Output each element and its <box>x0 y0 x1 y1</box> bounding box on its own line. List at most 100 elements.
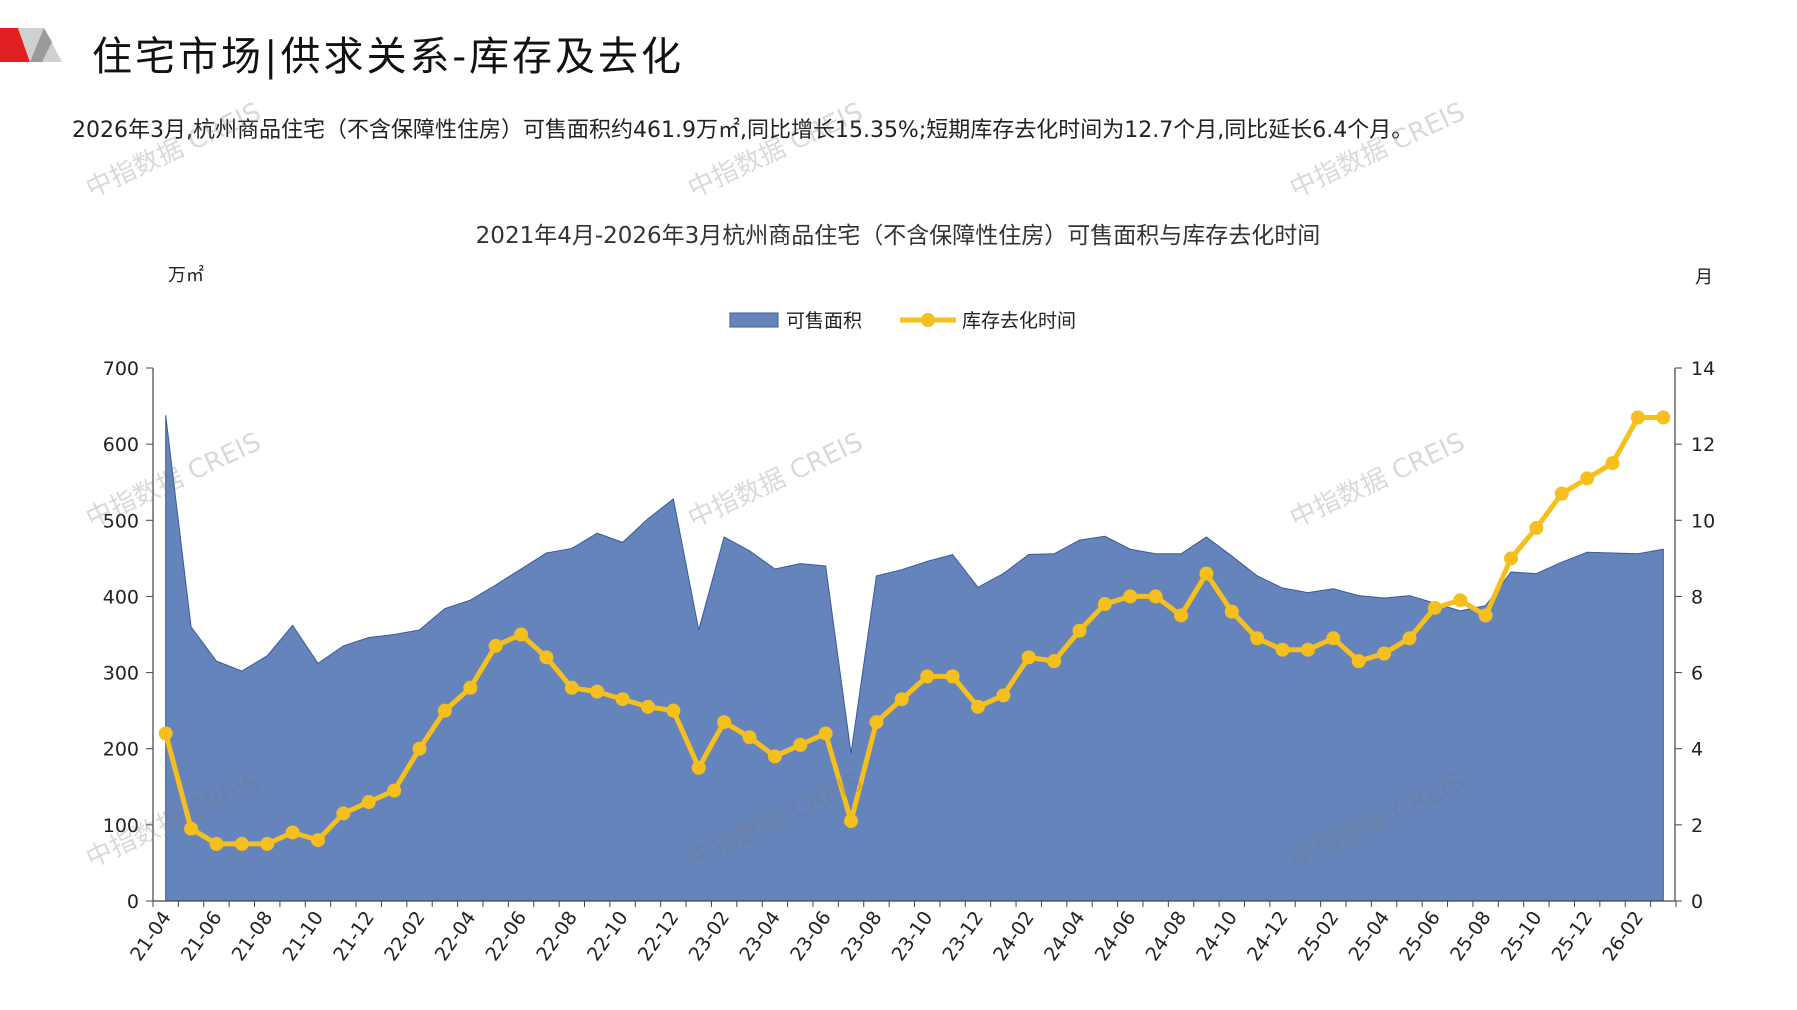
x-tick-label: 21-12 <box>329 907 379 965</box>
line-point <box>691 760 706 775</box>
legend: 可售面积 库存去化时间 <box>729 310 1076 332</box>
line-point <box>1047 654 1062 669</box>
line-point <box>361 795 376 810</box>
line-point <box>158 726 173 741</box>
line-point <box>336 806 351 821</box>
line-point <box>1250 631 1265 646</box>
line-point <box>437 703 452 718</box>
line-point <box>970 699 985 714</box>
line-point <box>1097 597 1112 612</box>
right-tick-label: 12 <box>1691 434 1715 456</box>
line-point <box>1630 410 1645 425</box>
line-point <box>640 699 655 714</box>
line-point <box>285 825 300 840</box>
line-point <box>945 669 960 684</box>
x-tick-label: 22-04 <box>431 907 481 965</box>
x-tick-label: 23-02 <box>685 907 735 965</box>
chart-title: 2021年4月-2026年3月杭州商品住宅（不含保障性住房）可售面积与库存去化时… <box>476 223 1321 249</box>
left-tick-label: 500 <box>103 510 139 532</box>
line-point <box>894 692 909 707</box>
line-point <box>412 741 427 756</box>
line-point <box>1072 623 1087 638</box>
line-point <box>488 638 503 653</box>
line-point <box>717 715 732 730</box>
line-point <box>1402 631 1417 646</box>
x-tick-label: 23-10 <box>888 907 938 965</box>
x-tick-label: 21-08 <box>228 907 278 965</box>
line-point <box>564 680 579 695</box>
left-tick-label: 700 <box>103 358 139 380</box>
line-point <box>1554 486 1569 501</box>
x-tick-label: 22-06 <box>481 907 531 965</box>
line-point <box>1377 646 1392 661</box>
line-point <box>387 783 402 798</box>
line-point <box>996 688 1011 703</box>
x-tick-label: 24-02 <box>989 907 1039 965</box>
line-point <box>1199 566 1214 581</box>
x-tick-label: 24-06 <box>1091 907 1141 965</box>
x-tick-label: 24-10 <box>1192 907 1242 965</box>
left-tick-label: 400 <box>103 586 139 608</box>
right-tick-label: 4 <box>1691 739 1703 761</box>
header: 住宅市场|供求关系-库存及去化 2026年3月,杭州商品住宅（不含保障性住房）可… <box>0 0 1797 143</box>
line-point <box>818 726 833 741</box>
line-point <box>742 730 757 745</box>
x-tick-label: 21-06 <box>177 907 227 965</box>
x-tick-label: 24-08 <box>1141 907 1191 965</box>
line-point <box>793 737 808 752</box>
line-point <box>184 821 199 836</box>
right-tick-label: 6 <box>1691 663 1703 685</box>
x-tick-label: 25-08 <box>1446 907 1496 965</box>
page-title: 住宅市场|供求关系-库存及去化 <box>92 34 684 80</box>
line-point <box>1148 589 1163 604</box>
right-tick-label: 14 <box>1691 358 1715 380</box>
x-tick-label: 22-12 <box>634 907 684 965</box>
line-point <box>514 627 529 642</box>
line-point <box>463 680 478 695</box>
x-tick-label: 26-02 <box>1598 907 1648 965</box>
line-point <box>1453 593 1468 608</box>
line-point <box>869 715 884 730</box>
x-tick-label: 24-12 <box>1243 907 1293 965</box>
x-tick-label: 22-02 <box>380 907 430 965</box>
summary-text: 2026年3月,杭州商品住宅（不含保障性住房）可售面积约461.9万㎡,同比增长… <box>72 118 1414 143</box>
x-tick-label: 25-06 <box>1395 907 1445 965</box>
line-point <box>666 703 681 718</box>
x-tick-label: 23-06 <box>786 907 836 965</box>
area-series-available-stock <box>165 415 1664 902</box>
brand-logo-icon <box>0 28 62 62</box>
left-tick-label: 200 <box>103 739 139 761</box>
line-point <box>1300 642 1315 657</box>
x-tick-label: 23-12 <box>938 907 988 965</box>
line-point <box>1123 589 1138 604</box>
line-point <box>1504 551 1519 566</box>
line-point <box>1275 642 1290 657</box>
line-point <box>234 836 249 851</box>
right-axis-unit: 月 <box>1695 267 1713 288</box>
left-tick-label: 300 <box>103 663 139 685</box>
x-tick-label: 25-04 <box>1344 907 1394 965</box>
legend-label-area: 可售面积 <box>786 310 862 332</box>
right-tick-label: 0 <box>1691 891 1703 913</box>
line-point <box>310 833 325 848</box>
line-point <box>1326 631 1341 646</box>
line-point <box>539 650 554 665</box>
x-tick-label: 25-10 <box>1497 907 1547 965</box>
x-tick-label: 24-04 <box>1040 907 1090 965</box>
x-tick-label: 23-04 <box>735 907 785 965</box>
x-tick-label: 21-04 <box>126 907 176 965</box>
line-point <box>590 684 605 699</box>
line-point <box>1427 600 1442 615</box>
line-point <box>767 749 782 764</box>
right-tick-label: 2 <box>1691 815 1703 837</box>
line-point <box>1351 654 1366 669</box>
x-tick-label: 25-02 <box>1294 907 1344 965</box>
x-tick-label: 23-08 <box>837 907 887 965</box>
x-tick-label: 22-08 <box>532 907 582 965</box>
legend-swatch-marker <box>921 313 935 327</box>
line-point <box>1529 520 1544 535</box>
line-point <box>844 814 859 829</box>
line-point <box>1224 604 1239 619</box>
line-point <box>1174 608 1189 623</box>
